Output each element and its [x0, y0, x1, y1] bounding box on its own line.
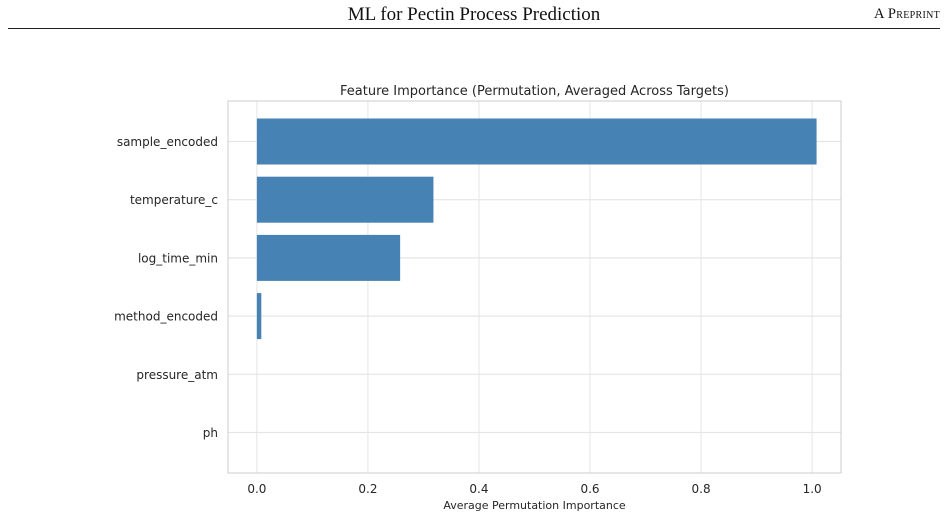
- x-tick-label: 1.0: [803, 482, 822, 496]
- x-axis-label: Average Permutation Importance: [443, 499, 626, 512]
- x-tick-label: 0.0: [247, 482, 266, 496]
- bars-layer: [256, 118, 817, 456]
- header-title: ML for Pectin Process Prediction: [347, 4, 601, 25]
- x-tick-label: 0.4: [469, 482, 488, 496]
- bar-temperature-c: [256, 176, 434, 223]
- y-tick-label: ph: [203, 426, 218, 440]
- chart-title: Feature Importance (Permutation, Average…: [340, 84, 729, 99]
- y-tick-labels: sample_encoded temperature_c log_time_minm…: [114, 135, 218, 440]
- bar-method-encoded: [256, 293, 262, 340]
- x-tick-label: 0.2: [358, 482, 377, 496]
- y-tick-label: method_encoded: [114, 310, 218, 324]
- x-tick-label: 0.6: [580, 482, 599, 496]
- header-preprint-label: A Preprint: [873, 6, 940, 22]
- y-tick-label: sample_encoded: [117, 135, 218, 149]
- x-tick-label: 0.8: [692, 482, 711, 496]
- x-tick-labels: 0.0 0.2 0.4 0.6 0.8 1.0: [247, 482, 821, 496]
- y-tick-label: log_time_min: [138, 251, 218, 265]
- y-tick-label: pressure_atm: [136, 368, 218, 382]
- running-header: ML for Pectin Process Prediction A Prepr…: [8, 0, 940, 29]
- bar-sample-encoded: [256, 118, 817, 165]
- plot-frame: [227, 100, 842, 474]
- bar-log-time-min: [256, 234, 401, 281]
- y-tick-label: temperature_c: [130, 193, 218, 207]
